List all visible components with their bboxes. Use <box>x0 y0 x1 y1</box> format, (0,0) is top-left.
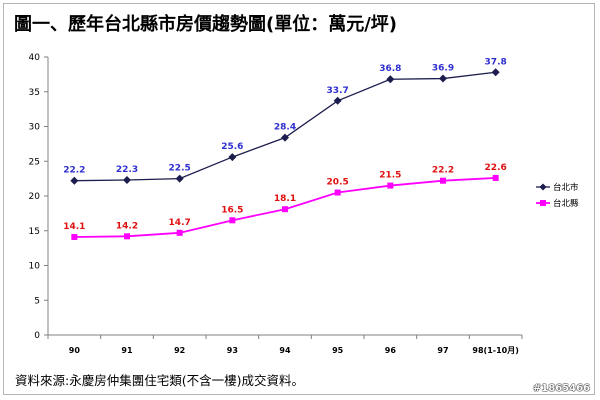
x-tick-label: 96 <box>385 346 397 355</box>
data-label: 22.2 <box>432 166 454 176</box>
x-tick-label: 98(1-10月) <box>472 346 518 355</box>
y-tick-label: 15 <box>29 227 40 237</box>
data-label: 37.8 <box>485 57 507 67</box>
data-point <box>229 217 236 224</box>
x-tick-label: 94 <box>279 346 291 355</box>
data-label: 22.3 <box>116 165 138 175</box>
data-label: 36.8 <box>379 64 401 74</box>
y-tick-label: 25 <box>29 157 40 167</box>
data-label: 22.6 <box>485 163 507 173</box>
data-label: 18.1 <box>274 194 296 204</box>
data-point <box>491 68 500 77</box>
data-point <box>492 174 499 181</box>
x-tick-label: 93 <box>227 346 238 355</box>
legend-label: 台北縣 <box>553 198 579 209</box>
data-label: 22.2 <box>63 166 85 176</box>
y-tick-label: 10 <box>29 262 41 272</box>
data-point <box>70 176 79 185</box>
legend-marker <box>539 183 547 191</box>
data-point <box>71 234 78 241</box>
data-label: 33.7 <box>327 86 349 96</box>
data-label: 14.1 <box>63 222 85 232</box>
data-point <box>123 176 131 185</box>
data-label: 36.9 <box>432 64 454 74</box>
data-point <box>124 233 130 240</box>
data-point <box>440 177 446 184</box>
source-note: 資料來源:永慶房仲集團住宅類(不含一樓)成交資料。 <box>15 373 304 388</box>
data-point <box>333 96 342 105</box>
data-label: 20.5 <box>327 178 349 188</box>
x-tick-label: 91 <box>121 346 133 355</box>
data-point <box>334 189 341 196</box>
y-tick-label: 35 <box>29 88 40 98</box>
chart-data-labels: 22.2 22.3 22.5 25.6 28.4 33.7 36.8 36.9 37.8 14.1… <box>63 57 507 232</box>
data-label: 22.5 <box>169 164 191 174</box>
x-tick-label: 90 <box>69 346 81 355</box>
data-point <box>228 153 237 162</box>
x-tick-label: 95 <box>332 346 344 355</box>
data-label: 28.4 <box>274 123 296 133</box>
chart-axes: 0 5 10 15 20 25 30 35 40 90 91 92 93 94 95 96 97 98(1-10月… <box>29 53 523 355</box>
data-label: 25.6 <box>221 142 243 152</box>
chart-frame <box>3 3 595 395</box>
data-point <box>175 174 184 183</box>
data-point <box>282 206 288 213</box>
data-point <box>386 75 395 84</box>
data-label: 16.5 <box>221 205 243 215</box>
x-tick-label: 97 <box>437 346 448 355</box>
legend-label: 台北市 <box>553 182 579 193</box>
chart-markers <box>70 68 500 241</box>
data-label: 21.5 <box>379 171 401 181</box>
data-label: 14.2 <box>116 221 138 231</box>
y-tick-label: 20 <box>29 192 41 202</box>
data-point <box>387 182 394 189</box>
chart-title: 圖一、歷年台北縣市房價趨勢圖(單位：萬元/坪) <box>14 14 398 35</box>
data-point <box>281 133 289 142</box>
data-point <box>439 74 447 83</box>
y-tick-label: 0 <box>34 331 40 341</box>
x-tick-label: 92 <box>174 346 185 355</box>
y-tick-label: 5 <box>34 296 40 306</box>
watermark: #1865466 <box>532 383 590 394</box>
legend-marker <box>540 200 546 206</box>
y-tick-label: 30 <box>29 123 41 133</box>
data-label: 14.7 <box>169 218 191 228</box>
chart-lines <box>74 71 496 238</box>
data-point <box>176 229 183 236</box>
y-tick-label: 40 <box>29 53 41 63</box>
